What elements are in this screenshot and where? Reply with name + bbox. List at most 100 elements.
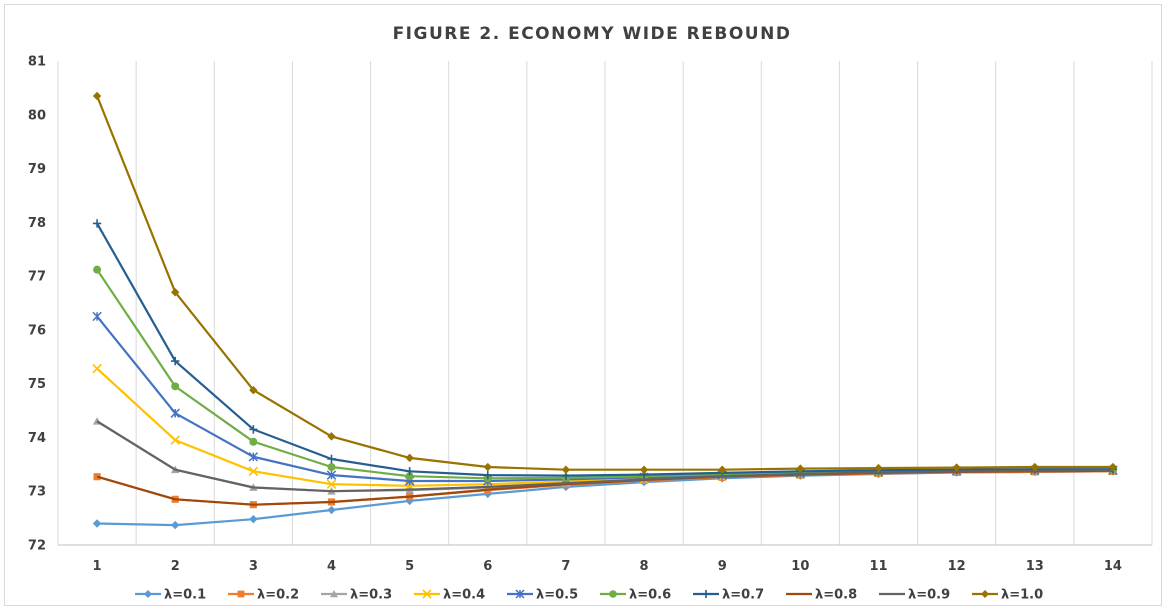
data-point (170, 435, 180, 445)
legend-label: λ=0.9 (908, 588, 950, 603)
legend-label: λ=0.2 (257, 588, 299, 603)
data-point (170, 408, 180, 418)
legend-label: λ=0.6 (629, 588, 671, 603)
data-point (249, 425, 258, 434)
data-point (171, 288, 180, 297)
legend-item: λ=0.6 (600, 588, 671, 603)
y-tick-label: 77 (28, 270, 46, 285)
data-point (952, 463, 961, 472)
data-point (515, 589, 525, 599)
data-point (326, 479, 337, 489)
data-point (92, 519, 102, 528)
x-tick-label: 14 (1104, 559, 1122, 574)
x-tick-label: 12 (948, 559, 966, 574)
legend-item: λ=0.1 (135, 588, 206, 603)
data-point (171, 356, 180, 366)
chart-grid (57, 61, 1153, 546)
y-tick-label: 72 (28, 539, 46, 554)
legend-label: λ=0.8 (815, 588, 857, 603)
y-tick-label: 81 (28, 55, 46, 70)
series-10 (92, 91, 1118, 474)
data-point (171, 382, 180, 391)
data-point (248, 452, 259, 462)
data-point (405, 453, 414, 463)
data-point (93, 473, 101, 481)
data-point (249, 514, 258, 524)
x-tick-label: 1 (93, 559, 102, 574)
data-point (405, 472, 414, 481)
data-point (874, 463, 883, 473)
data-point (249, 385, 258, 395)
x-tick-label: 9 (718, 559, 727, 574)
series-layer (92, 91, 1118, 530)
y-tick-label: 79 (28, 162, 46, 177)
data-point (171, 520, 180, 530)
data-point (248, 466, 259, 477)
data-point (237, 590, 245, 598)
data-point (718, 465, 727, 474)
x-tick-label: 8 (640, 559, 649, 574)
legend-item: λ=0.5 (507, 588, 578, 603)
data-point (92, 219, 102, 228)
x-tick-label: 13 (1026, 559, 1044, 574)
data-point (249, 437, 258, 446)
data-point (327, 463, 336, 472)
series-line (96, 95, 1113, 471)
legend-item: λ=0.7 (693, 588, 764, 603)
data-point (702, 590, 710, 598)
x-tick-label: 10 (791, 559, 809, 574)
data-point (561, 465, 571, 474)
x-tick-label: 5 (405, 559, 414, 574)
data-point (639, 465, 649, 474)
data-point (327, 454, 336, 464)
data-point (92, 311, 102, 322)
data-point (330, 590, 338, 598)
y-tick-label: 75 (28, 377, 46, 392)
y-tick-label: 78 (28, 216, 46, 231)
data-point (405, 467, 414, 476)
data-point (327, 505, 336, 515)
x-tick-label: 4 (327, 559, 336, 574)
data-point (93, 265, 102, 274)
legend-label: λ=0.3 (350, 588, 392, 603)
legend-item: λ=1.0 (972, 588, 1043, 603)
y-tick-label: 74 (28, 431, 46, 446)
legend-item: λ=0.2 (228, 588, 299, 603)
x-axis-ticks: 1 2 3 4 5 6 7 8 9 10 11 12 13 14 (93, 559, 1122, 574)
y-axis-ticks: 72 73 74 75 76 77 78 79 80 81 (28, 55, 46, 554)
data-point (981, 590, 989, 598)
data-point (92, 363, 102, 374)
data-point (796, 464, 805, 473)
data-point (327, 432, 336, 441)
x-tick-label: 2 (171, 559, 180, 574)
legend-item: λ=0.9 (879, 588, 950, 603)
data-point (92, 91, 102, 101)
legend-label: λ=0.7 (722, 588, 764, 603)
series-9 (96, 420, 1113, 493)
data-point (422, 589, 432, 599)
series-line (96, 222, 1113, 477)
x-tick-label: 6 (483, 559, 492, 574)
data-point (609, 590, 617, 598)
legend: λ=0.1 λ=0.2 λ=0.3 λ=0.4 λ=0.5 λ=0.6 λ=0.7 λ=0.8… (135, 588, 1043, 603)
data-point (144, 590, 152, 598)
legend-label: λ=0.5 (536, 588, 578, 603)
x-tick-label: 7 (561, 559, 570, 574)
data-point (326, 470, 337, 480)
y-tick-label: 76 (28, 323, 46, 338)
chart-title: FIGURE 2. ECONOMY WIDE REBOUND (393, 24, 792, 44)
chart-frame (4, 4, 1162, 606)
data-point (483, 462, 492, 472)
legend-item: λ=0.3 (321, 588, 392, 603)
legend-label: λ=0.4 (443, 588, 485, 603)
y-tick-label: 73 (28, 485, 46, 500)
data-point (483, 470, 492, 480)
legend-item: λ=0.8 (786, 588, 857, 603)
legend-label: λ=0.1 (164, 588, 206, 603)
x-tick-label: 11 (869, 559, 887, 574)
legend-item: λ=0.4 (414, 588, 485, 603)
data-point (1030, 462, 1039, 472)
data-point (1108, 462, 1118, 472)
series-line (96, 420, 1113, 493)
